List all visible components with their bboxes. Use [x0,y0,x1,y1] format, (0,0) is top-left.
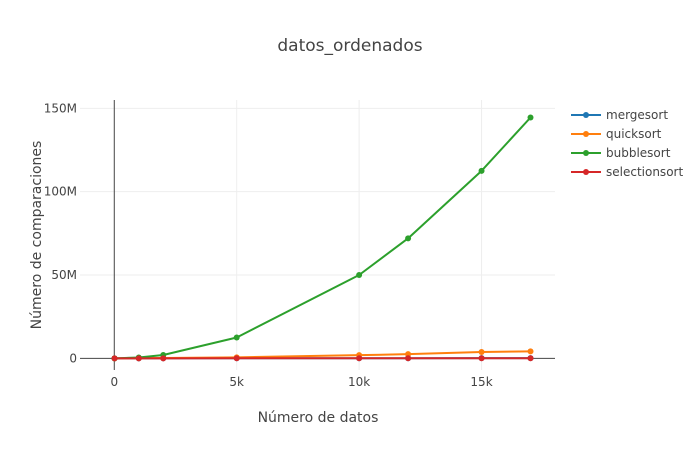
data-point [233,334,240,341]
y-axis-label: Número de comparaciones [29,141,45,330]
series-bubblesort [111,114,534,362]
x-tick-label: 15k [470,375,492,389]
legend-item-selectionsort[interactable]: selectionsort [571,165,683,179]
series-quicksort [111,348,534,362]
axes [80,100,555,370]
x-tick-label: 0 [110,375,118,389]
data-point [233,355,240,362]
y-tick-labels: 0 50M 100M 150M [44,101,77,365]
data-point [111,355,118,362]
legend-label: mergesort [606,108,668,122]
legend-item-quicksort[interactable]: quicksort [571,127,662,141]
data-point [356,355,363,362]
data-point [527,348,534,355]
legend-item-mergesort[interactable]: mergesort [571,108,668,122]
legend-marker-icon [583,150,589,156]
y-tick-label: 0 [69,351,77,365]
legend[interactable]: mergesort quicksort bubblesort selectionsor… [571,108,683,179]
grid [80,100,555,370]
x-axis-label: Número de datos [258,410,379,426]
x-tick-label: 10k [348,375,370,389]
data-point [527,355,534,362]
series-selectionsort [111,355,534,362]
legend-marker-icon [583,169,589,175]
y-tick-label: 50M [51,268,77,282]
data-point [527,114,534,121]
data-point [356,272,363,278]
data-point [405,355,412,362]
legend-label: bubblesort [606,146,671,160]
x-tick-label: 5k [229,375,244,389]
data-point [135,355,142,362]
x-tick-labels: 0 5k 10k 15k [110,375,492,389]
data-point [405,235,412,242]
legend-label: quicksort [606,127,662,141]
series-line-bubblesort [114,116,532,360]
y-tick-label: 150M [44,101,77,115]
data-point [478,167,485,174]
legend-item-bubblesort[interactable]: bubblesort [571,146,671,160]
data-point [478,349,485,355]
series-group [111,114,534,362]
y-tick-label: 100M [44,185,77,199]
data-point [478,355,485,362]
data-point [160,355,167,362]
legend-marker-icon [583,131,589,137]
chart-title: datos_ordenados [277,36,422,56]
legend-label: selectionsort [606,165,683,179]
legend-marker-icon [583,112,589,118]
